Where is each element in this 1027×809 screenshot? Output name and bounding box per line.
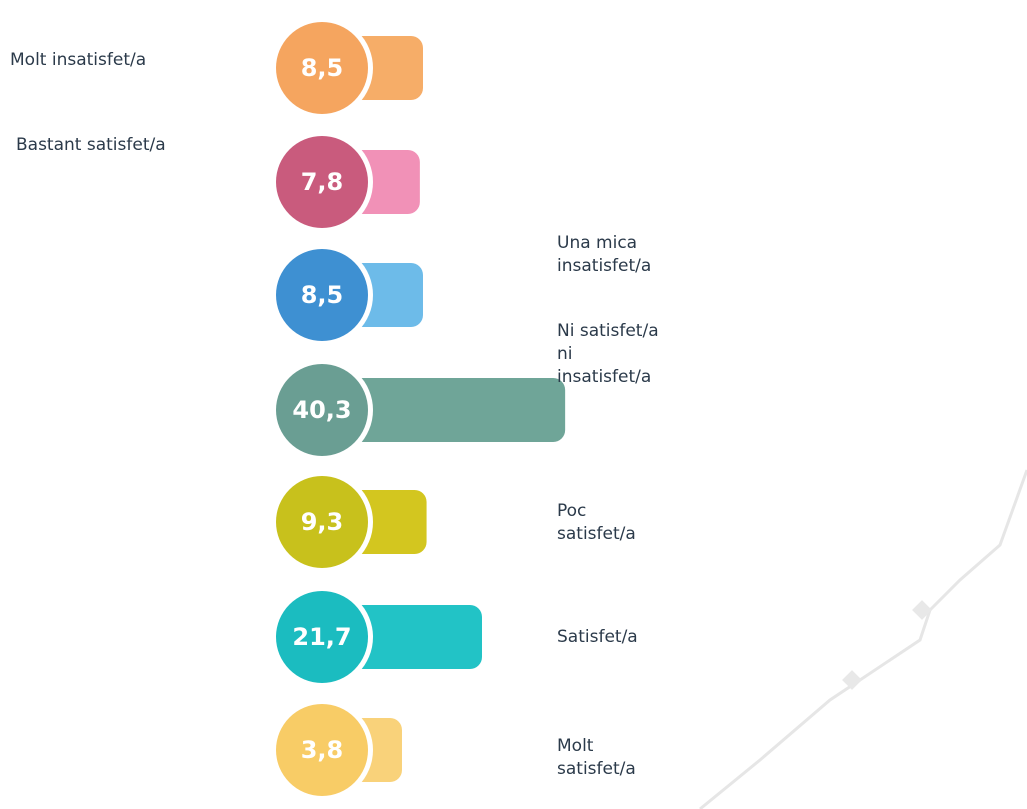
value-label: 7,8: [301, 168, 344, 196]
value-label: 3,8: [301, 736, 344, 764]
value-badge: [276, 704, 368, 796]
value-badge: [276, 136, 368, 228]
category-label: Satisfet/a: [557, 627, 638, 647]
value-label: 9,3: [301, 508, 344, 536]
category-label: Ni satisfet/a ni insatisfet/a: [557, 321, 659, 387]
value-badge: [276, 22, 368, 114]
value-label: 21,7: [292, 623, 351, 651]
value-badge: [276, 364, 368, 456]
category-label: Bastant satisfet/a: [16, 135, 166, 155]
category-label: Molt satisfet/a: [557, 736, 636, 779]
bar: [322, 378, 566, 442]
category-label: Poc satisfet/a: [557, 501, 636, 544]
value-badge: [276, 249, 368, 341]
decorative-diamond: [912, 600, 932, 620]
value-label: 8,5: [301, 54, 344, 82]
value-label: 40,3: [292, 396, 351, 424]
category-label: Una mica insatisfet/a: [557, 233, 652, 276]
category-label: Molt insatisfet/a: [10, 50, 147, 70]
value-badge: [276, 591, 368, 683]
value-label: 8,5: [301, 281, 344, 309]
decorative-streak: [699, 469, 1027, 809]
decorative-diamond: [842, 670, 862, 690]
decoration: [699, 469, 1027, 809]
value-badge: [276, 476, 368, 568]
